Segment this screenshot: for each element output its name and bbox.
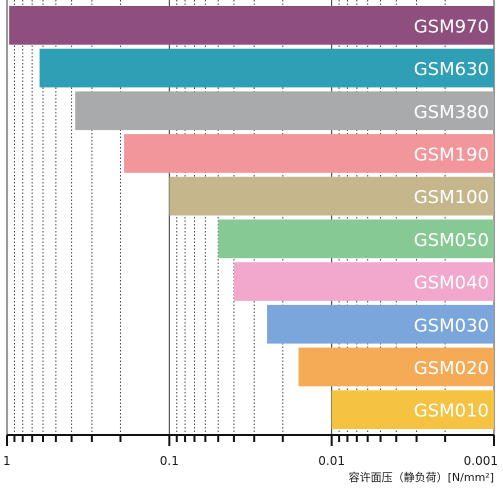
bar-label: GSM100 (414, 187, 489, 208)
x-tick-label: 0.001 (464, 454, 498, 468)
bar-label: GSM030 (414, 315, 489, 336)
bar-gsm380 (75, 91, 495, 131)
x-tick-label: 0.01 (318, 454, 345, 468)
x-axis-label: 容许面压（静负荷）[N/mm²] (349, 470, 494, 484)
bar-gsm020 (298, 347, 494, 387)
x-tick-label: 0.1 (160, 454, 179, 468)
x-tick-label: 1 (3, 454, 11, 468)
bar-gsm010 (331, 390, 494, 429)
bars: GSM970 GSM630 GSM380 GSM190 GSM100 GSM050 GSM0… (9, 6, 495, 429)
bar-label: GSM190 (414, 144, 489, 165)
bar-label: GSM380 (414, 102, 489, 123)
bar-gsm100 (169, 176, 495, 216)
bar-label: GSM970 (414, 16, 489, 37)
bar-label: GSM630 (414, 59, 489, 80)
bar-gsm630 (39, 48, 494, 88)
bar-gsm040 (233, 262, 495, 301)
bar-gsm970 (9, 6, 494, 45)
bar-label: GSM040 (414, 273, 489, 294)
bar-gsm190 (124, 134, 494, 173)
x-axis: 1 0.1 0.01 0.001 (3, 434, 498, 468)
grid-lines (6, 0, 495, 435)
bar-label: GSM010 (414, 401, 489, 422)
bar-label: GSM050 (414, 230, 489, 251)
bar-label: GSM020 (414, 358, 489, 379)
bar-gsm030 (267, 304, 494, 344)
bar-gsm050 (218, 219, 494, 259)
